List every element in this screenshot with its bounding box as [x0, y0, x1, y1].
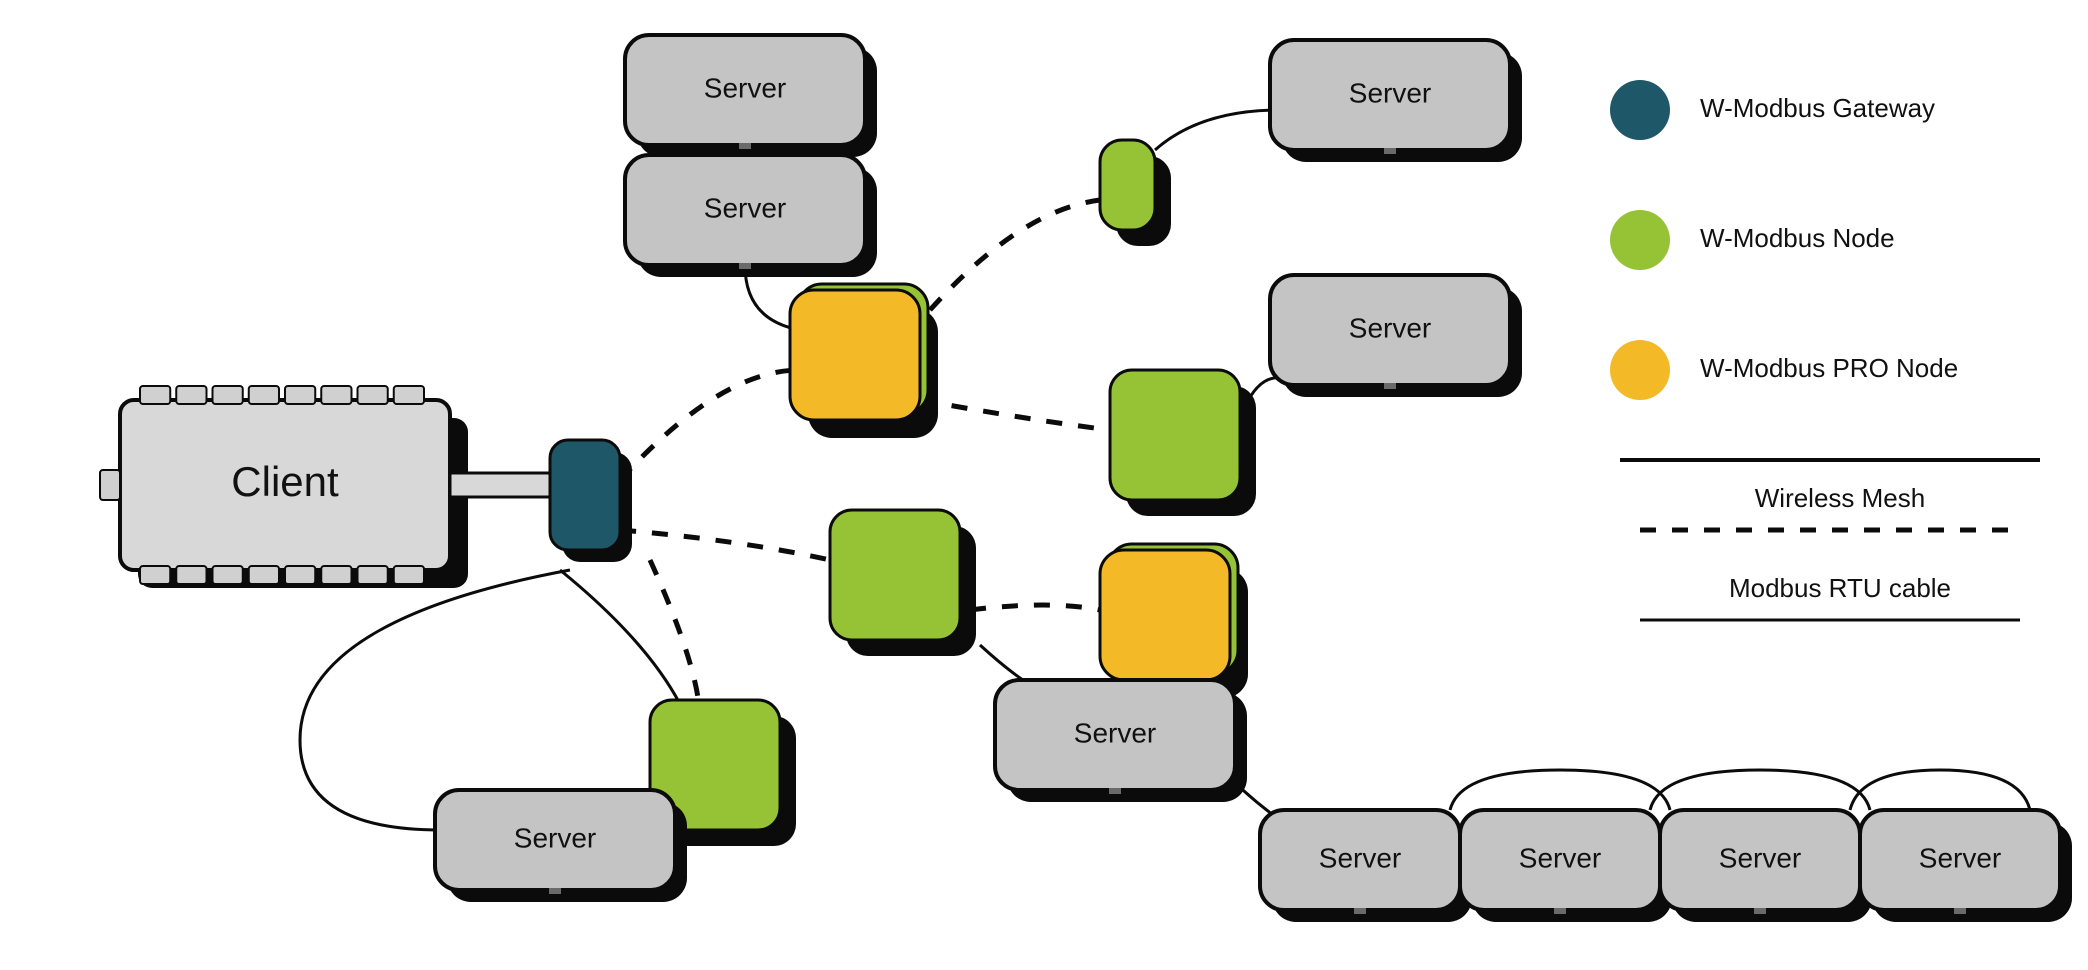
legend: W-Modbus Gateway W-Modbus Node W-Modbus PR… — [1610, 80, 2040, 620]
node-nodeC — [830, 510, 976, 656]
node-nodeB — [1110, 370, 1256, 516]
server-box: Server — [625, 155, 877, 277]
legend-swatch-node — [1610, 210, 1670, 270]
legend-line-label: Modbus RTU cable — [1729, 573, 1951, 603]
server-box: Server — [1860, 810, 2072, 922]
server-label: Server — [1074, 717, 1156, 748]
diagram-canvas: Client Server Server Server Server Server Serv… — [0, 0, 2088, 970]
legend-line-label: Wireless Mesh — [1755, 483, 1925, 513]
server-box: Server — [995, 680, 1247, 802]
server-box: Server — [1660, 810, 1872, 922]
server-label: Server — [1519, 842, 1601, 873]
server-box: Server — [1270, 40, 1522, 162]
legend-label: W-Modbus Node — [1700, 223, 1895, 253]
server-label: Server — [1319, 842, 1401, 873]
legend-swatch-gateway — [1610, 80, 1670, 140]
legend-swatch-pro — [1610, 340, 1670, 400]
server-label: Server — [1349, 312, 1431, 343]
server-label: Server — [1719, 842, 1801, 873]
server-label: Server — [1349, 77, 1431, 108]
server-box: Server — [435, 790, 687, 902]
server-box: Server — [625, 35, 877, 157]
legend-label: W-Modbus PRO Node — [1700, 353, 1958, 383]
server-box: Server — [1460, 810, 1672, 922]
node-nodeA — [1100, 140, 1171, 246]
server-box: Server — [1260, 810, 1472, 922]
node-pro2 — [1100, 544, 1248, 698]
server-label: Server — [704, 192, 786, 223]
server-label: Server — [704, 72, 786, 103]
gateway-node — [550, 440, 632, 562]
client-label: Client — [231, 458, 339, 505]
server-box: Server — [1270, 275, 1522, 397]
legend-label: W-Modbus Gateway — [1700, 93, 1935, 123]
node-pro1 — [790, 284, 938, 438]
server-label: Server — [514, 822, 596, 853]
client-device: Client — [100, 386, 550, 588]
server-label: Server — [1919, 842, 2001, 873]
